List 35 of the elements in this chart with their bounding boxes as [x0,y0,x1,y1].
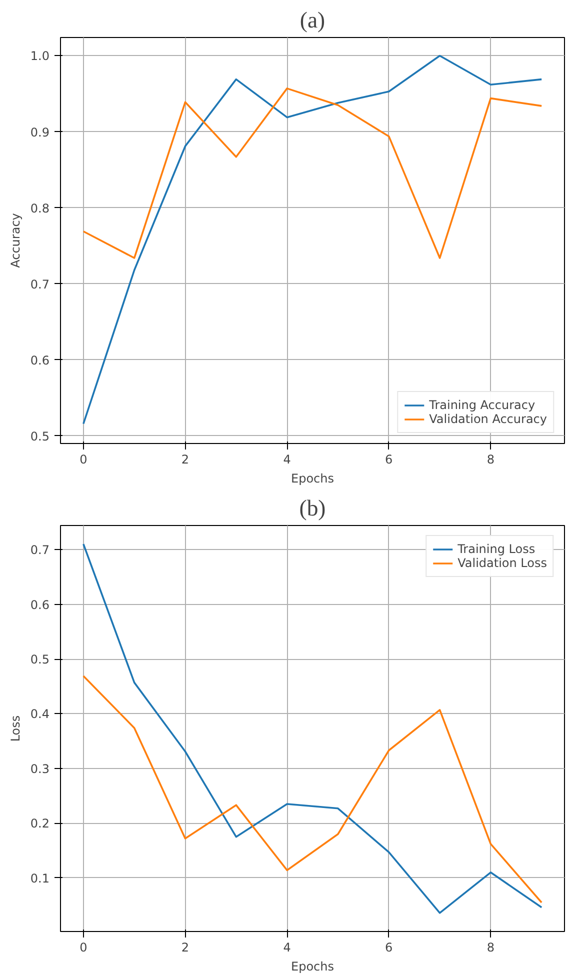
y-tick-label: 1.0 [30,49,50,64]
x-tick-label: 8 [486,452,495,466]
y-axis-title: Accuracy [8,213,22,268]
x-tick-label: 0 [80,940,88,954]
x-tick-label: 6 [385,940,393,954]
y-tick-label: 0.7 [30,543,50,558]
legend-label: Training Loss [458,542,536,556]
x-tick-label: 2 [181,940,190,954]
chart-title: (a) [300,8,326,32]
x-axis-title: Epochs [291,472,334,486]
legend-label: Validation Loss [458,556,547,570]
x-tick-label: 0 [80,452,88,466]
y-tick-label: 0.6 [30,598,50,612]
x-tick-label: 6 [385,452,393,466]
y-tick-label: 0.3 [30,762,50,776]
x-tick-label: 8 [486,940,495,954]
line-series [82,88,542,259]
y-tick-label: 0.1 [30,871,50,886]
y-tick-label: 0.7 [30,277,50,292]
y-tick-label: 0.8 [30,201,50,216]
y-tick-label: 0.6 [30,353,50,368]
legend-label: Training Accuracy [429,398,536,412]
y-tick-label: 0.9 [30,125,50,140]
line-series [82,675,542,904]
x-axis-title: Epochs [291,960,334,974]
chart-title: (b) [299,496,326,520]
legend-label: Validation Accuracy [429,412,547,426]
y-tick-label: 0.2 [30,816,50,831]
x-tick-label: 2 [181,452,190,466]
y-tick-label: 0.5 [30,652,50,667]
y-axis-title: Loss [8,715,22,742]
y-tick-label: 0.4 [30,707,50,722]
y-tick-label: 0.5 [30,429,50,444]
x-tick-label: 4 [283,940,291,954]
x-tick-label: 4 [283,452,291,466]
